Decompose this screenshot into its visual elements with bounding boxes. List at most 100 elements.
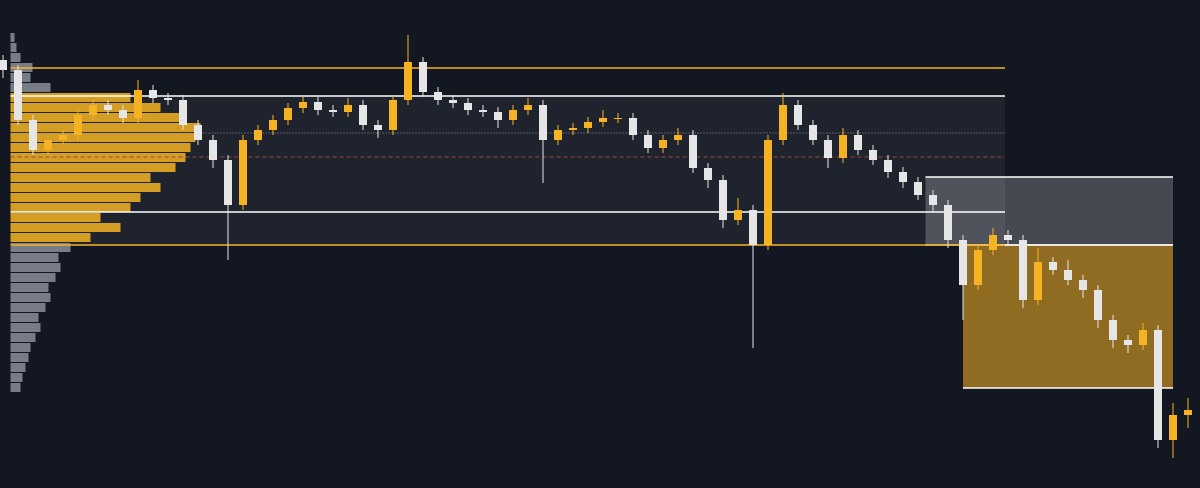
profile-bar: [10, 33, 15, 42]
candle-body: [704, 168, 712, 180]
candle-body: [809, 125, 817, 140]
candle-body: [329, 110, 337, 112]
candle-body: [104, 105, 112, 110]
candle-body: [1034, 262, 1042, 300]
candle-body: [674, 135, 682, 140]
profile-bar: [10, 383, 21, 392]
candle-body: [689, 135, 697, 168]
candle-body: [569, 128, 577, 130]
candle-body: [89, 105, 97, 115]
candle-body: [254, 130, 262, 140]
candle-body: [29, 120, 37, 150]
candle-body: [509, 110, 517, 120]
profile-bar: [10, 83, 51, 92]
candle-body: [1019, 240, 1027, 300]
candle-body: [374, 125, 382, 130]
candle-body: [1049, 262, 1057, 270]
profile-bar: [10, 353, 29, 362]
candle-body: [539, 105, 547, 140]
profile-bar: [10, 283, 49, 292]
candle-body: [959, 240, 967, 285]
candle-body: [344, 105, 352, 112]
candle-body: [14, 70, 22, 120]
candle-body: [719, 180, 727, 220]
profile-bar: [10, 143, 191, 152]
candle-body: [239, 140, 247, 205]
candle-body: [599, 118, 607, 122]
candle-body: [824, 140, 832, 158]
candle-body: [389, 100, 397, 130]
candle-body: [854, 135, 862, 150]
candle-body: [119, 110, 127, 118]
candle-body: [59, 135, 67, 140]
candle-body: [1184, 410, 1192, 415]
candle-body: [44, 140, 52, 150]
candle-body: [1109, 320, 1117, 340]
candle-body: [554, 130, 562, 140]
candle-body: [989, 235, 997, 250]
profile-bar: [10, 53, 21, 62]
candle-body: [914, 182, 922, 195]
candle-body: [764, 140, 772, 245]
candle-body: [734, 210, 742, 220]
profile-bar: [10, 243, 71, 252]
profile-bar: [10, 363, 26, 372]
zone-box: [925, 177, 1173, 245]
profile-bar: [10, 113, 181, 122]
candle-body: [659, 140, 667, 148]
candle-body: [209, 140, 217, 160]
candle-body: [1094, 290, 1102, 320]
candle-body: [584, 122, 592, 128]
candle-body: [1079, 280, 1087, 290]
profile-bar: [10, 373, 23, 382]
candle-body: [899, 172, 907, 182]
candle-body: [449, 100, 457, 103]
profile-bar: [10, 293, 51, 302]
candle-body: [434, 92, 442, 100]
candle-body: [644, 135, 652, 148]
profile-bar: [10, 253, 59, 262]
candle-body: [494, 112, 502, 120]
profile-bar: [10, 303, 46, 312]
candle-body: [299, 102, 307, 108]
candle-body: [629, 118, 637, 135]
candle-body: [1124, 340, 1132, 345]
candle-body: [869, 150, 877, 160]
candle-body: [224, 160, 232, 205]
profile-bar: [10, 323, 41, 332]
profile-bar: [10, 183, 161, 192]
candle-body: [839, 135, 847, 158]
candle-body: [944, 205, 952, 240]
candle-body: [479, 110, 487, 112]
profile-bar: [10, 233, 91, 242]
profile-bar: [10, 93, 131, 102]
candle-body: [314, 102, 322, 110]
candle-body: [779, 105, 787, 140]
profile-bar: [10, 263, 61, 272]
candle-body: [464, 103, 472, 110]
candle-body: [1154, 330, 1162, 440]
profile-bar: [10, 313, 39, 322]
profile-bar: [10, 133, 196, 142]
candle-body: [194, 125, 202, 140]
candle-body: [359, 105, 367, 125]
candle-body: [1169, 415, 1177, 440]
candle-body: [179, 100, 187, 125]
candle-body: [1139, 330, 1147, 345]
profile-bar: [10, 273, 56, 282]
candle-body: [749, 210, 757, 245]
candle-body: [614, 118, 622, 119]
profile-bar: [10, 163, 176, 172]
candle-body: [164, 98, 172, 100]
candle-body: [419, 62, 427, 92]
candle-body: [794, 105, 802, 125]
candle-body: [74, 115, 82, 135]
profile-bar: [10, 123, 201, 132]
candle-body: [284, 108, 292, 120]
candle-body: [404, 62, 412, 100]
profile-bar: [10, 43, 17, 52]
profile-bar: [10, 103, 161, 112]
candle-body: [149, 90, 157, 98]
candle-body: [269, 120, 277, 130]
